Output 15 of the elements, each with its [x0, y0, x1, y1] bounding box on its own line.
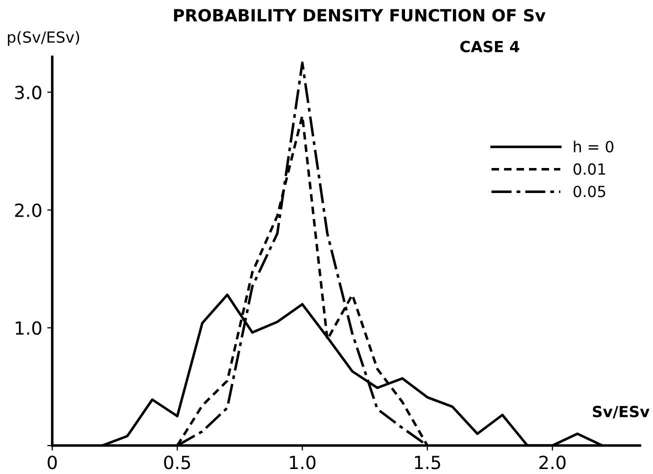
y-axis-title: p(Sv/ESv)	[8, 31, 80, 46]
legend-label: 0.01	[574, 163, 606, 175]
x-tick-label: 1.5	[414, 456, 440, 470]
x-tick-label: 1.0	[290, 456, 316, 470]
chart-subtitle: CASE 4	[460, 40, 520, 52]
y-tick-label: 2.0	[15, 203, 42, 218]
chart-title: PROBABILITY DENSITY FUNCTION OF Sv	[174, 8, 546, 22]
y-tick-label: 3.0	[15, 86, 42, 100]
legend-label: 0.05	[574, 186, 606, 198]
x-axis-title: Sv/ESv	[592, 406, 650, 419]
y-tick-label: 1.0	[16, 321, 42, 335]
x-tick-label: 0	[48, 456, 57, 470]
x-tick-label: 2.0	[539, 456, 566, 470]
legend-label: h = 0	[574, 140, 614, 152]
x-tick-label: 0.5	[164, 456, 190, 470]
